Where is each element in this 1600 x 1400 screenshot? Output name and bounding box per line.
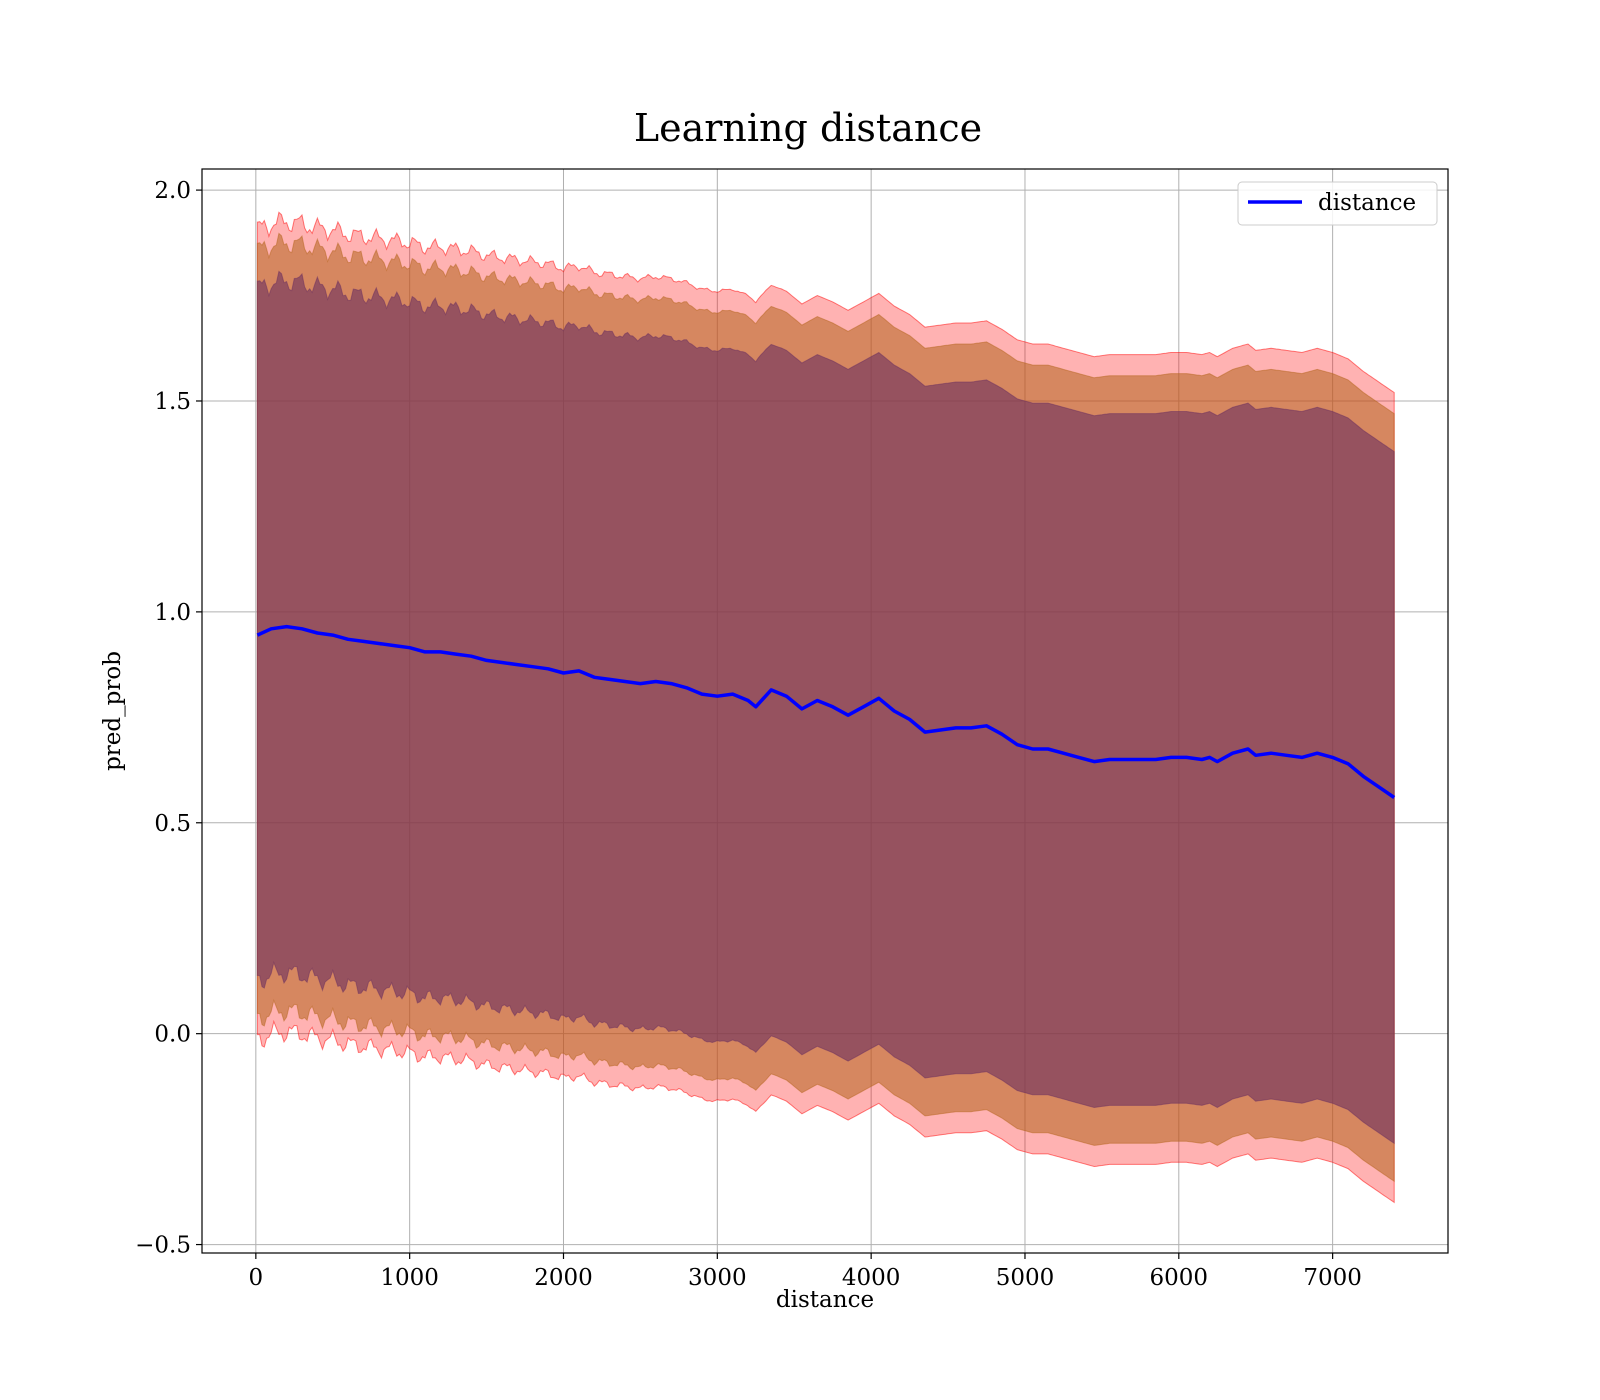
x-tick-label: 3000 [688,1265,747,1291]
y-tick-label: 0.5 [154,811,191,837]
x-axis-title: distance [776,1287,874,1313]
x-tick-label: 2000 [534,1265,593,1291]
x-tick-label: 6000 [1150,1265,1209,1291]
confidence-bands [256,211,1395,1204]
x-tick-label: 7000 [1303,1265,1362,1291]
y-axis-ticks: −0.5 0.0 0.5 1.0 1.5 2.0 [135,178,202,1259]
x-tick-label: 4000 [842,1265,901,1291]
x-tick-label: 1000 [380,1265,439,1291]
y-tick-label: 1.0 [154,600,191,626]
x-tick-label: 0 [249,1265,264,1291]
y-tick-label: −0.5 [135,1233,191,1259]
y-axis-title: pred_prob [100,651,126,771]
y-tick-label: 1.5 [154,389,191,415]
x-axis-ticks: 0 1000 2000 3000 4000 5000 6000 7000 [249,1253,1362,1291]
y-tick-label: 0.0 [154,1022,191,1048]
y-tick-label: 2.0 [154,178,191,204]
series-lines [256,624,1396,799]
legend-box [1237,181,1438,226]
legend: distance [1237,181,1438,226]
chart-title: Learning distance [634,106,982,150]
band-inner [256,270,1395,1145]
plot-frame [201,168,1449,1254]
x-tick-label: 5000 [996,1265,1055,1291]
legend-label-distance: distance [1318,190,1416,216]
